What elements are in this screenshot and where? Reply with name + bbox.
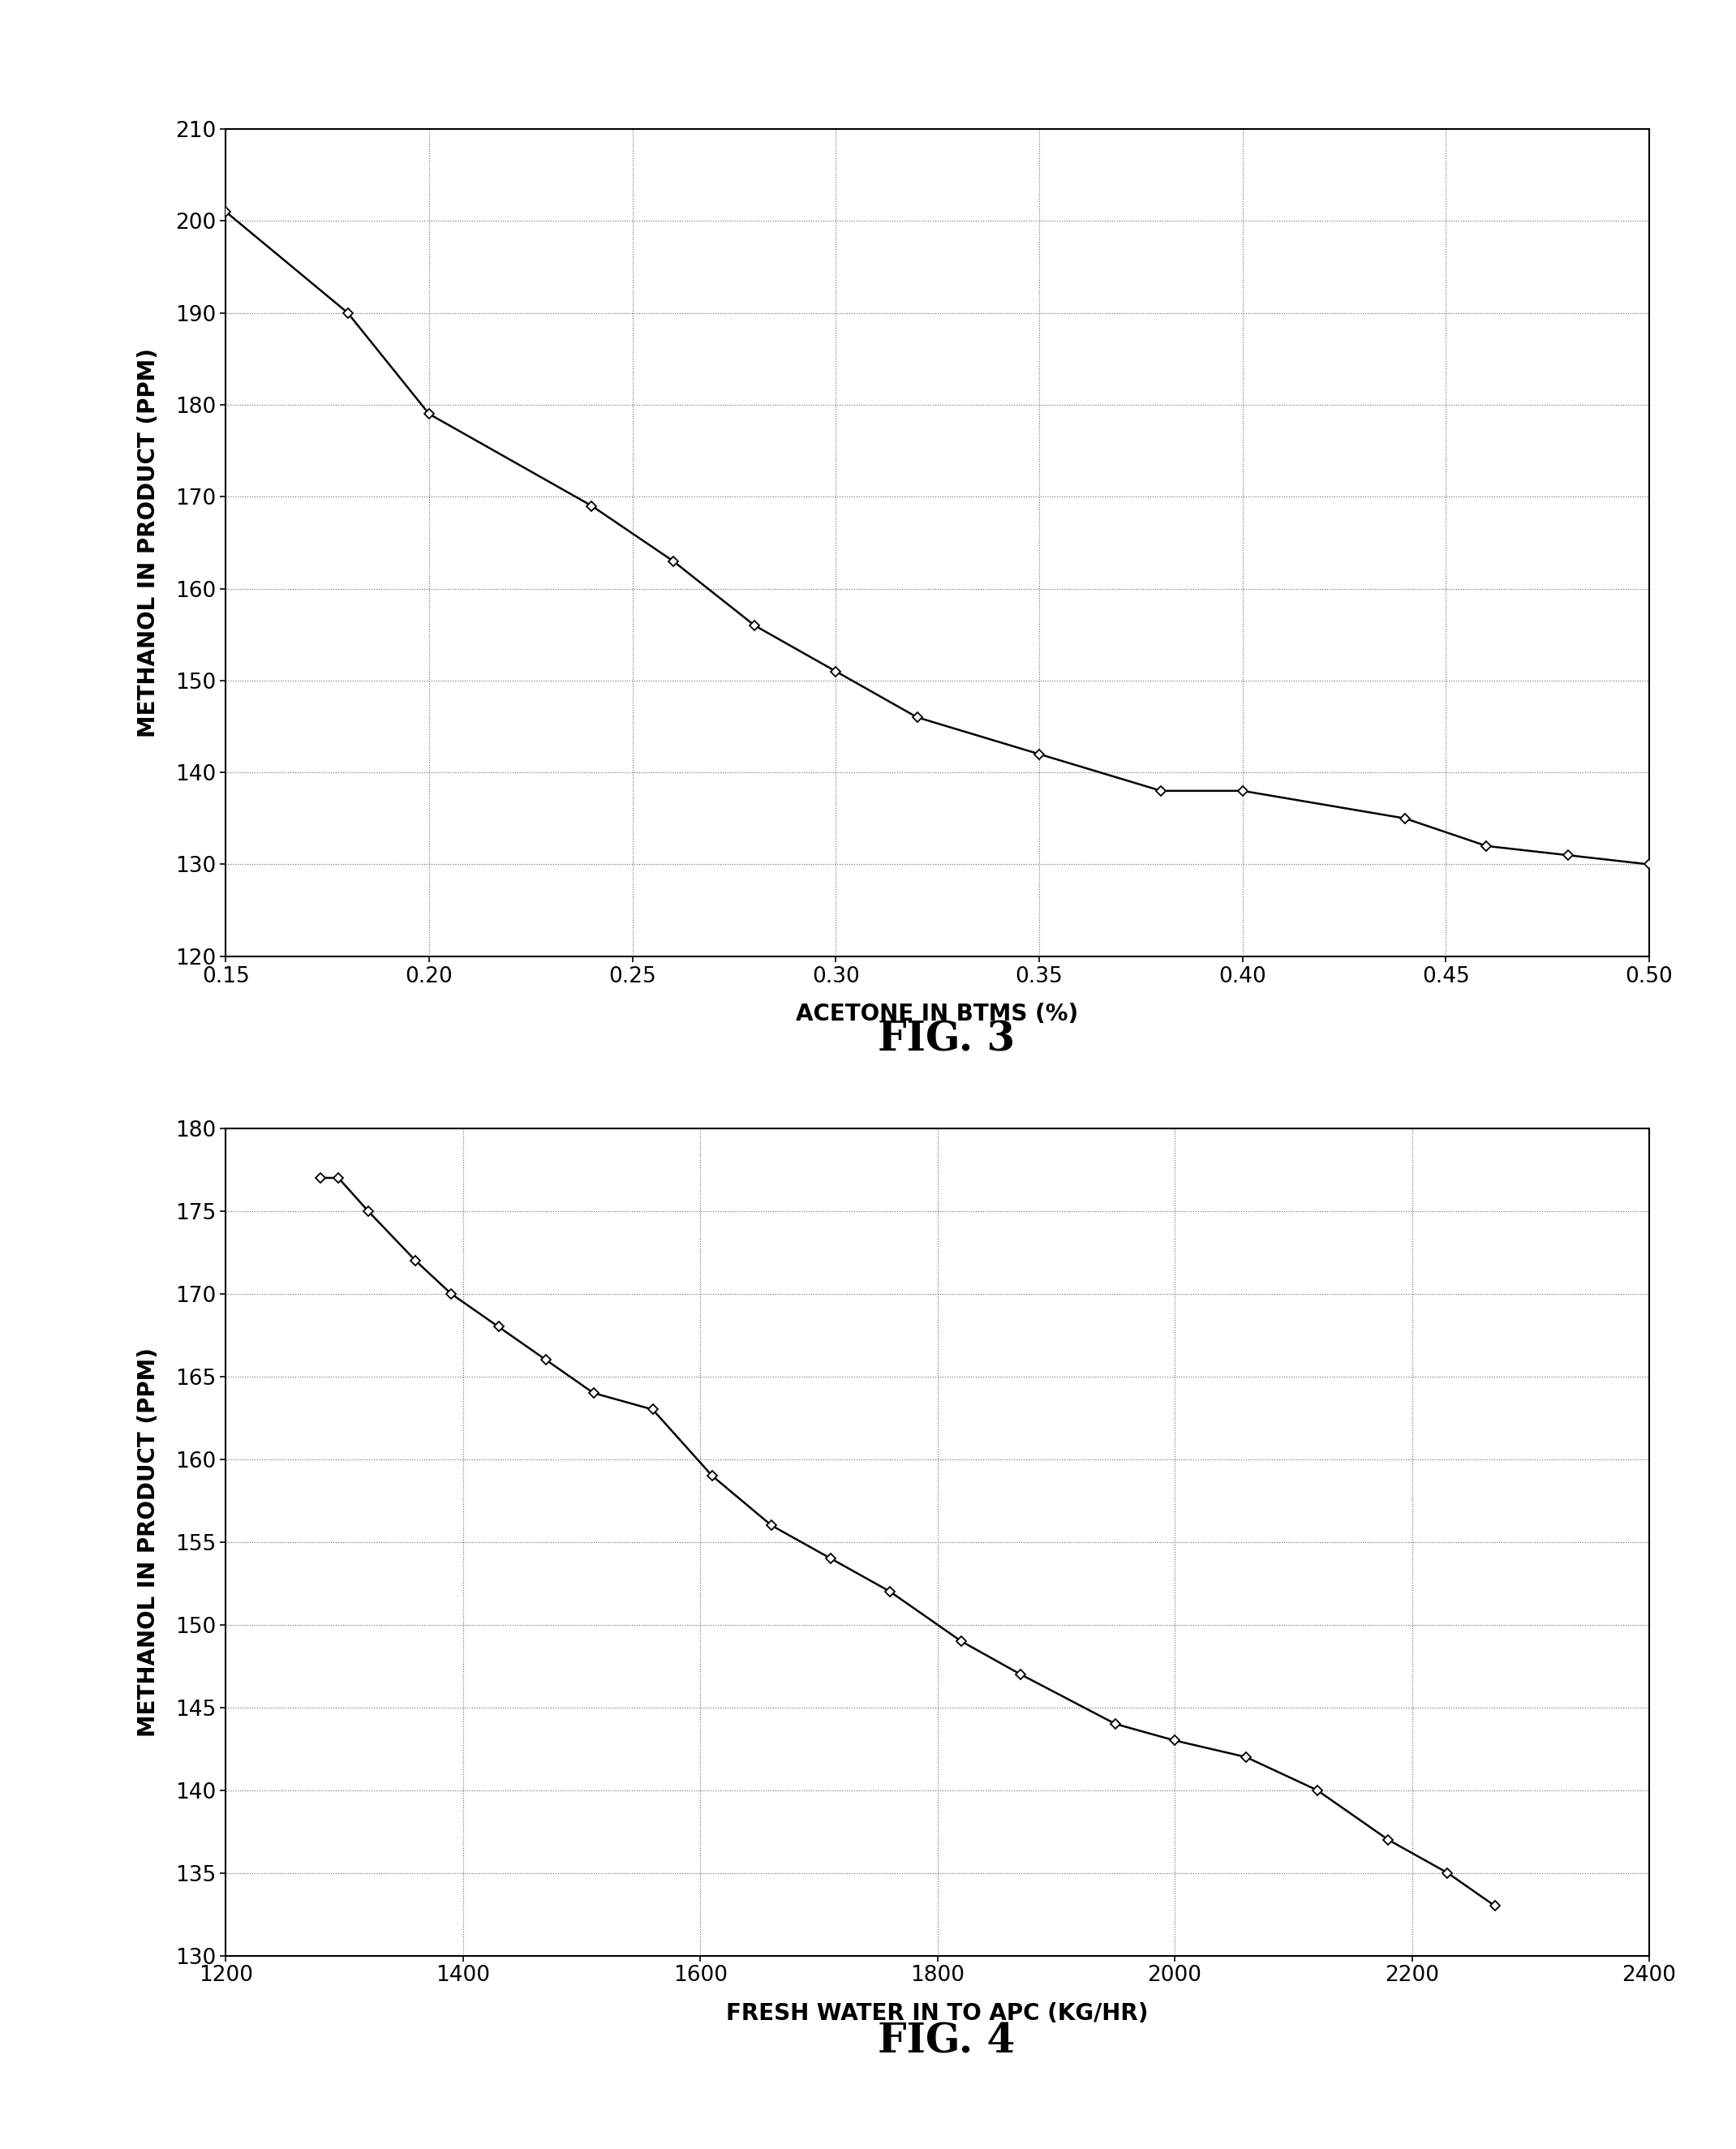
Y-axis label: METHANOL IN PRODUCT (PPM): METHANOL IN PRODUCT (PPM) bbox=[137, 1347, 160, 1736]
Text: FIG. 4: FIG. 4 bbox=[877, 2022, 1016, 2061]
X-axis label: FRESH WATER IN TO APC (KG/HR): FRESH WATER IN TO APC (KG/HR) bbox=[726, 2003, 1149, 2024]
X-axis label: ACETONE IN BTMS (%): ACETONE IN BTMS (%) bbox=[797, 1004, 1078, 1025]
Y-axis label: METHANOL IN PRODUCT (PPM): METHANOL IN PRODUCT (PPM) bbox=[137, 348, 160, 737]
Text: FIG. 3: FIG. 3 bbox=[877, 1021, 1016, 1059]
